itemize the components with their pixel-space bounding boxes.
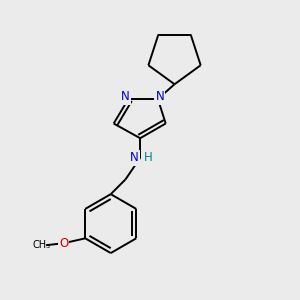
Text: O: O	[59, 237, 68, 250]
Text: CH₃: CH₃	[33, 240, 51, 250]
Text: N: N	[130, 152, 139, 164]
Text: H: H	[144, 152, 152, 164]
Text: N: N	[155, 91, 164, 103]
Text: N: N	[121, 91, 130, 103]
